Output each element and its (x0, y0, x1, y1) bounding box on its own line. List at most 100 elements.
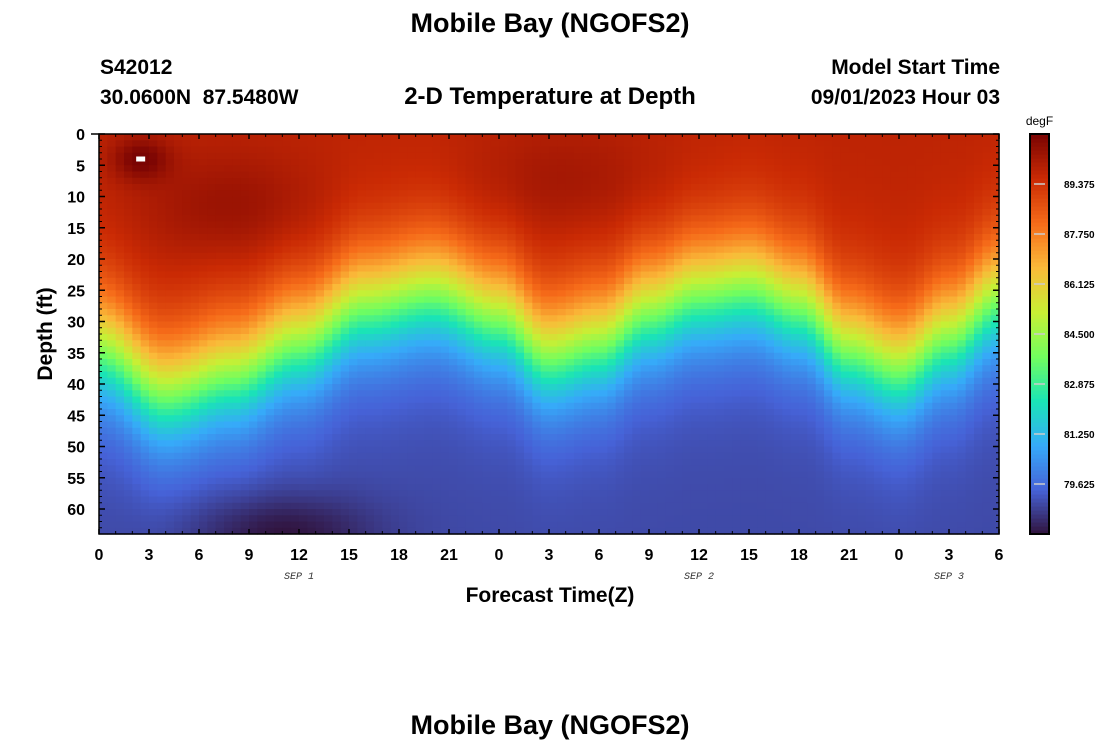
heatmap-cell (449, 327, 458, 335)
heatmap-cell (340, 252, 350, 260)
heatmap-cell (332, 477, 342, 485)
heatmap-cell (640, 390, 650, 398)
heatmap-cell (240, 459, 250, 466)
heatmap-cell (632, 140, 642, 148)
heatmap-cell (482, 209, 492, 216)
heatmap-cell (307, 171, 317, 179)
heatmap-cell (499, 152, 508, 160)
heatmap-cell (282, 471, 292, 479)
heatmap-cell (107, 309, 117, 316)
heatmap-cell (632, 334, 642, 341)
heatmap-cell (590, 221, 600, 229)
heatmap-cell (324, 390, 333, 398)
heatmap-cell (399, 302, 408, 310)
heatmap-cell (190, 296, 200, 304)
heatmap-cell (124, 152, 133, 160)
heatmap-cell (515, 384, 525, 391)
heatmap-cell (232, 146, 242, 154)
heatmap-cell (532, 302, 542, 310)
heatmap-cell (415, 365, 425, 373)
heatmap-cell (549, 396, 558, 404)
heatmap-cell (657, 527, 667, 535)
heatmap-cell (115, 471, 125, 479)
heatmap-cell (282, 452, 292, 460)
heatmap-cell (399, 309, 408, 316)
heatmap-cell (740, 146, 750, 154)
heatmap-cell (690, 446, 700, 454)
heatmap-cell (257, 365, 267, 373)
heatmap-cell (632, 190, 642, 198)
heatmap-cell (290, 427, 300, 435)
heatmap-cell (349, 359, 358, 366)
heatmap-cell (440, 284, 450, 291)
heatmap-cell (715, 246, 725, 254)
heatmap-cell (690, 359, 700, 366)
heatmap-cell (565, 271, 575, 279)
heatmap-cell (290, 134, 300, 141)
heatmap-cell (499, 459, 508, 466)
heatmap-cell (365, 459, 375, 466)
heatmap-cell (282, 290, 292, 298)
heatmap-cell (699, 290, 708, 298)
heatmap-cell (507, 471, 517, 479)
heatmap-cell (557, 384, 567, 391)
heatmap-cell (590, 346, 600, 354)
heatmap-cell (707, 252, 717, 260)
heatmap-cell (632, 209, 642, 216)
heatmap-cell (699, 446, 708, 454)
heatmap-cell (374, 196, 383, 204)
heatmap-cell (582, 415, 592, 423)
heatmap-cell (415, 371, 425, 379)
heatmap-cell (115, 209, 125, 216)
heatmap-cell (732, 209, 742, 216)
heatmap-cell (632, 259, 642, 266)
heatmap-cell (290, 484, 300, 491)
heatmap-cell (607, 277, 617, 285)
heatmap-cell (674, 352, 683, 360)
heatmap-cell (324, 321, 333, 329)
heatmap-cell (457, 259, 467, 266)
heatmap-cell (390, 359, 400, 366)
heatmap-cell (307, 271, 317, 279)
heatmap-cell (165, 421, 175, 429)
heatmap-cell (115, 521, 125, 529)
heatmap-cell (732, 334, 742, 341)
heatmap-cell (257, 252, 267, 260)
heatmap-cell (99, 240, 108, 248)
heatmap-cell (140, 496, 150, 504)
heatmap-cell (532, 234, 542, 241)
heatmap-cell (649, 171, 658, 179)
heatmap-cell (282, 496, 292, 504)
heatmap-cell (399, 409, 408, 416)
heatmap-cell (165, 202, 175, 210)
heatmap-cell (440, 402, 450, 410)
heatmap-cell (165, 165, 175, 173)
heatmap-cell (399, 440, 408, 448)
heatmap-cell (507, 502, 517, 510)
heatmap-cell (574, 384, 583, 391)
heatmap-cell (115, 527, 125, 535)
heatmap-cell (699, 471, 708, 479)
heatmap-cell (440, 321, 450, 329)
heatmap-cell (399, 415, 408, 423)
heatmap-cell (699, 196, 708, 204)
heatmap-cell (332, 415, 342, 423)
heatmap-cell (599, 352, 608, 360)
heatmap-cell (432, 327, 442, 335)
heatmap-cell (182, 227, 192, 235)
heatmap-cell (199, 502, 208, 510)
heatmap-cell (649, 452, 658, 460)
heatmap-cell (482, 202, 492, 210)
heatmap-cell (307, 146, 317, 154)
heatmap-cell (557, 252, 567, 260)
heatmap-cell (607, 321, 617, 329)
heatmap-cell (357, 321, 367, 329)
heatmap-cell (257, 377, 267, 385)
heatmap-cell (374, 246, 383, 254)
heatmap-cell (482, 396, 492, 404)
heatmap-cell (532, 471, 542, 479)
heatmap-cell (524, 221, 533, 229)
heatmap-cell (449, 171, 458, 179)
heatmap-cell (457, 384, 467, 391)
heatmap-cell (474, 502, 483, 510)
